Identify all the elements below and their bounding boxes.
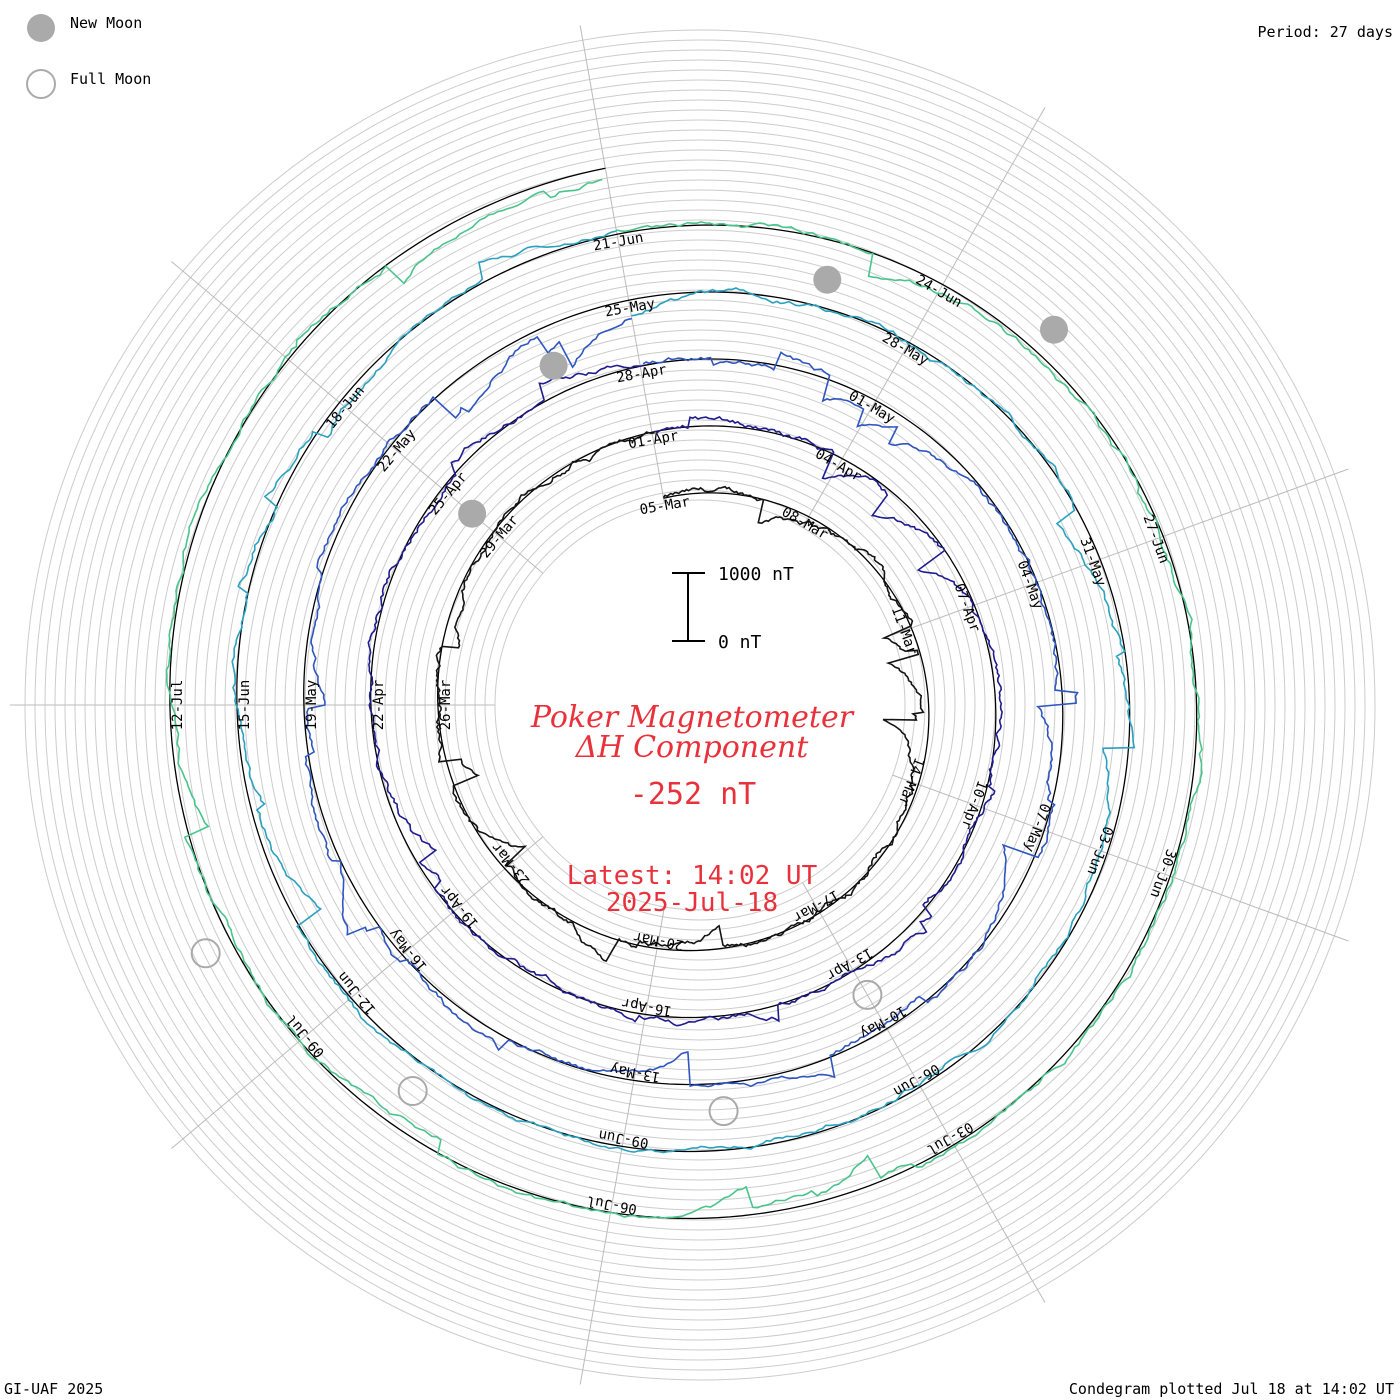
radial-line [892, 468, 1349, 636]
legend: New Moon Full Moon [26, 14, 151, 99]
radial-line [579, 25, 665, 504]
radial-line [171, 836, 544, 1149]
credit: GI-UAF 2025 [4, 1380, 103, 1398]
series-line-turn-5 [165, 178, 1203, 1219]
date-label: 16-May [386, 925, 431, 974]
radial-line [892, 774, 1349, 942]
date-label: 27-Jun [1139, 513, 1171, 566]
chart-title-line1: Poker Magnetometer [530, 700, 855, 735]
date-label: 19-May [304, 680, 320, 731]
date-label: 06-Jul [586, 1192, 639, 1217]
date-label: 13-Apr [823, 944, 875, 983]
current-value: -252 nT [630, 777, 756, 812]
spiral-baseline [169, 167, 1198, 1220]
series-line-turn-3 [304, 317, 1079, 1088]
series-line-turn-4 [231, 230, 1136, 1154]
date-label: 26-Mar [438, 680, 454, 731]
series-line-turn-2 [367, 364, 1003, 1027]
full-moon-marker [708, 1096, 739, 1127]
baseline-spiral [169, 167, 1198, 1220]
series-line-turn-1 [435, 431, 925, 962]
radial-line [802, 882, 1046, 1303]
date-label: 11-Mar [888, 604, 920, 657]
plotted-note: Condegram plotted Jul 18 at 14:02 UT [1069, 1380, 1394, 1398]
date-label: 05-Mar [639, 494, 692, 519]
data-traces [165, 178, 1203, 1219]
latest-time: Latest: 14:02 UT [567, 861, 818, 891]
scale-top-label: 1000 nT [718, 564, 794, 585]
date-label: 08-Mar [779, 504, 831, 543]
full-moon-marker [852, 979, 883, 1010]
radial-line [802, 107, 1046, 528]
date-label: 28-May [879, 330, 931, 369]
date-label: 09-Jul [283, 1011, 328, 1060]
date-label: 15-Jun [237, 680, 253, 731]
chart-title-line2: ΔH Component [575, 730, 809, 765]
date-label: 20-Mar [632, 928, 685, 953]
date-label: 17-Mar [790, 886, 842, 925]
moon-markers [190, 265, 1068, 1127]
new-moon-legend-icon [27, 14, 55, 42]
date-label: 01-Apr [627, 428, 680, 453]
new-moon-marker [539, 351, 568, 380]
latest-date: 2025-Jul-18 [606, 888, 778, 918]
radial-line [579, 906, 665, 1385]
date-label: 21-Jun [592, 230, 645, 255]
new-moon-marker [1040, 315, 1068, 344]
full-moon-marker [190, 938, 221, 969]
new-moon-marker [813, 265, 842, 294]
new-moon-legend-label: New Moon [70, 14, 142, 32]
new-moon-marker [458, 499, 487, 528]
scale-bottom-label: 0 nT [718, 632, 762, 653]
date-label: 04-May [1014, 559, 1046, 612]
full-moon-legend-label: Full Moon [70, 70, 151, 88]
date-label: 24-Jun [913, 272, 965, 311]
date-label: 03-Jul [924, 1118, 976, 1157]
period-label: Period: 27 days [1258, 23, 1393, 41]
date-label: 12-Jul [170, 680, 186, 731]
full-moon-legend-icon [26, 69, 56, 99]
scale-bar: 1000 nT 0 nT [672, 564, 794, 653]
date-label: 22-Apr [371, 680, 387, 731]
full-moon-marker [397, 1076, 428, 1106]
